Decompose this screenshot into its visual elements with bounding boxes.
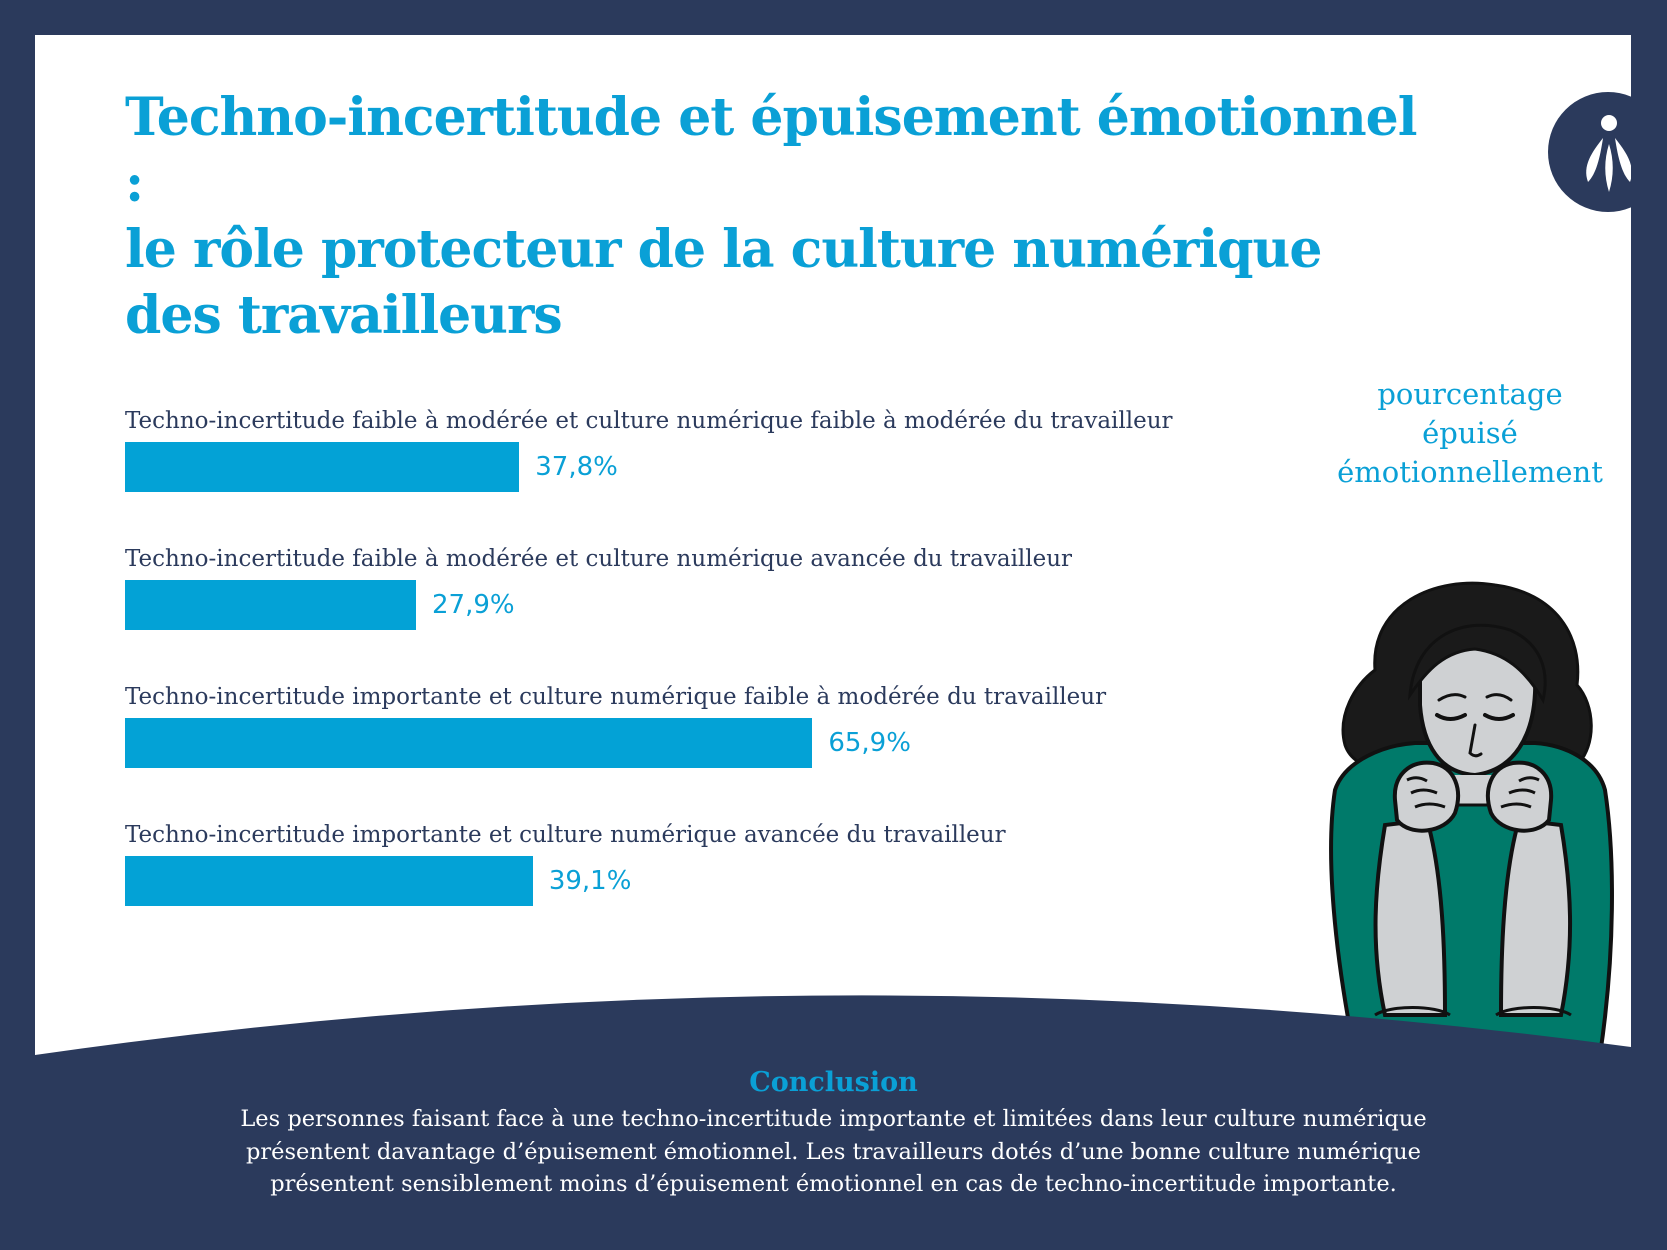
legend-note-line-1: pourcentage — [1377, 377, 1563, 411]
bar-value-label: 65,9% — [828, 728, 911, 758]
legend-note-line-2: épuisé — [1422, 416, 1518, 450]
bar-group: Techno-incertitude importante et culture… — [125, 682, 1325, 802]
page-title: Techno-incertitude et épuisement émotion… — [125, 85, 1425, 349]
bar-group: Techno-incertitude importante et culture… — [125, 820, 1325, 940]
bar — [125, 718, 813, 768]
bar-category-label: Techno-incertitude importante et culture… — [125, 684, 1107, 710]
legend-note-line-3: émotionnellement — [1337, 455, 1603, 489]
bar — [125, 580, 416, 630]
brand-logo-icon — [1548, 92, 1631, 212]
infographic-card: Techno-incertitude et épuisement émotion… — [35, 35, 1631, 1215]
bar-group: Techno-incertitude faible à modérée et c… — [125, 544, 1325, 664]
bar-chart: Techno-incertitude faible à modérée et c… — [35, 35, 1631, 1035]
conclusion-line-2: présentent davantage d’épuisement émotio… — [246, 1138, 1421, 1165]
value-legend-note: pourcentage épuisé émotionnellement — [1325, 375, 1615, 492]
title-line-3: des travailleurs — [125, 285, 563, 346]
bar-group: Techno-incertitude faible à modérée et c… — [125, 406, 1325, 526]
exhausted-woman-illustration — [1329, 581, 1614, 1057]
bar-value-label: 39,1% — [548, 866, 632, 896]
conclusion-title: Conclusion — [749, 1067, 918, 1098]
conclusion-section: Conclusion Les personnes faisant face à … — [0, 1065, 1667, 1201]
conclusion-line-1: Les personnes faisant face à une techno-… — [240, 1106, 1427, 1132]
bar-category-label: Techno-incertitude importante et culture… — [125, 822, 1006, 848]
bar-category-label: Techno-incertitude faible à modérée et c… — [125, 546, 1073, 572]
bar — [125, 442, 520, 492]
footer-wave — [35, 995, 1631, 1215]
bar-value-label: 37,8% — [535, 452, 618, 482]
conclusion-text: Les personnes faisant face à une techno-… — [0, 1103, 1667, 1201]
title-line-2: le rôle protecteur de la culture numériq… — [125, 219, 1322, 280]
title-line-1: Techno-incertitude et épuisement émotion… — [125, 87, 1418, 214]
bar-category-label: Techno-incertitude faible à modérée et c… — [125, 408, 1173, 434]
conclusion-line-3: présentent sensiblement moins d’épuiseme… — [270, 1171, 1397, 1197]
bar — [125, 856, 533, 906]
bar-value-label: 27,9% — [431, 590, 515, 620]
